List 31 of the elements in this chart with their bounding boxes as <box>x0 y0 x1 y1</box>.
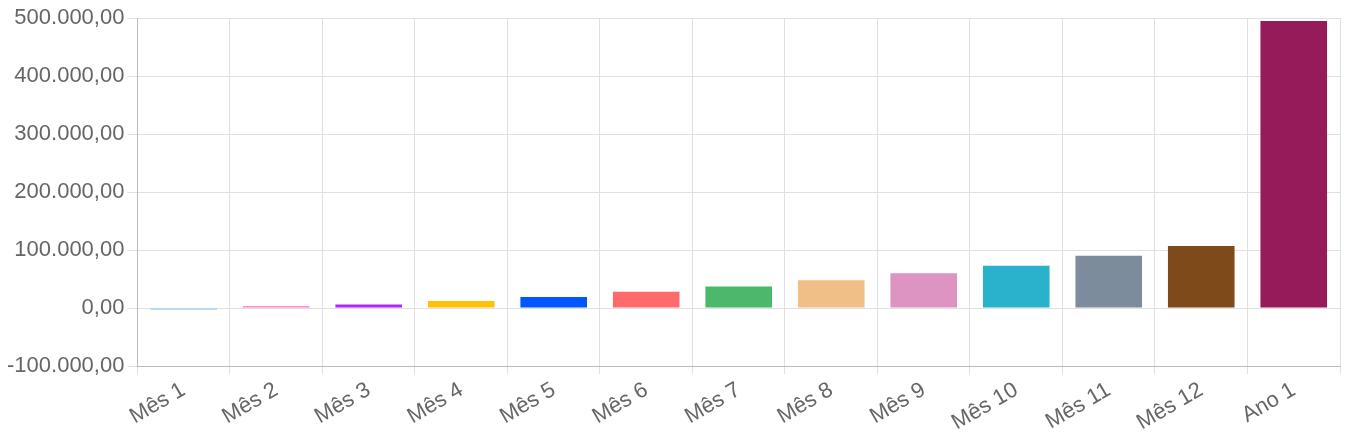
bar <box>520 297 588 308</box>
x-tick-label: Mês 12 <box>1131 376 1207 435</box>
y-tick-label: 200.000,00 <box>14 178 125 204</box>
bar <box>705 286 773 308</box>
x-tick-label: Mês 7 <box>679 376 745 429</box>
bar <box>1260 20 1328 308</box>
x-tick-label: Mês 3 <box>309 376 375 429</box>
bar <box>335 304 402 308</box>
y-tick-label: 500.000,00 <box>14 4 125 30</box>
x-tick-label: Mês 9 <box>864 376 930 429</box>
y-tick-label: 300.000,00 <box>14 120 125 146</box>
x-tick-label: Mês 6 <box>587 376 652 429</box>
bar <box>982 265 1050 308</box>
x-tick-label: Mês 1 <box>124 376 190 429</box>
bar <box>890 273 958 308</box>
x-tick-label: Ano 1 <box>1237 376 1300 427</box>
x-tick-label: Mês 10 <box>946 376 1022 435</box>
x-tick-label: Mês 4 <box>402 376 467 429</box>
bar <box>1167 245 1235 308</box>
bar <box>612 291 680 308</box>
y-tick-label: 100.000,00 <box>14 236 125 262</box>
bar <box>427 301 495 308</box>
x-tick-label: Mês 2 <box>217 376 282 429</box>
y-tick-label: 400.000,00 <box>14 62 125 88</box>
bar <box>797 280 865 308</box>
y-tick-label: 0,00 <box>81 294 125 320</box>
bar <box>1075 255 1143 308</box>
y-tick-label: -100.000,00 <box>7 352 125 378</box>
x-tick-label: Mês 5 <box>494 376 560 429</box>
x-tick-label: Mês 8 <box>772 376 837 429</box>
x-tick-label: Mês 11 <box>1040 376 1115 434</box>
